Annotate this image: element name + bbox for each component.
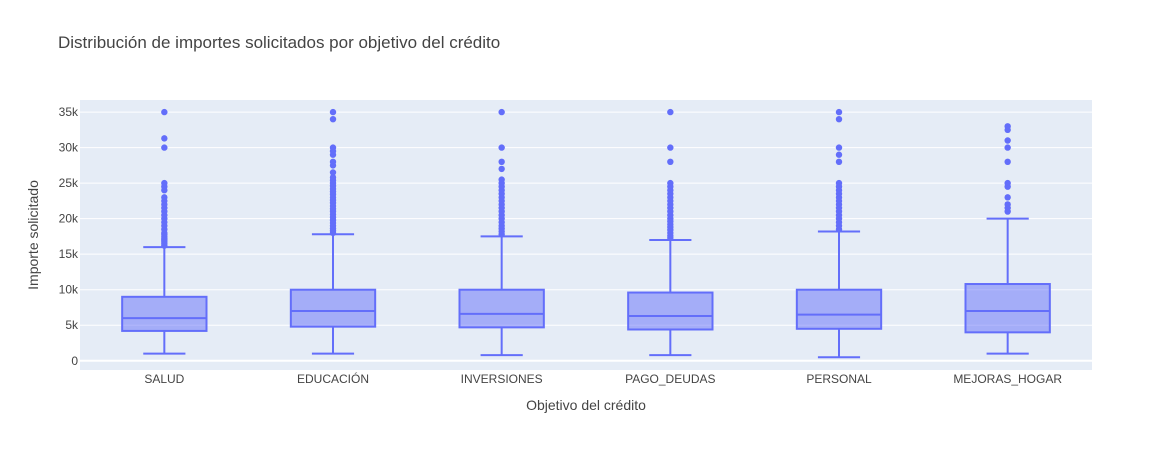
chart-title: Distribución de importes solicitados por… [58, 33, 501, 52]
iqr-box [458, 288, 545, 329]
x-tick-labels: SALUD EDUCACIÓN INVERSIONES PAGO_DEUDAS PERS… [144, 371, 1062, 386]
y-tick-label: 35k [59, 105, 79, 119]
outlier-point [1004, 179, 1011, 187]
outlier-point [498, 176, 505, 183]
outlier-point [835, 144, 843, 151]
y-tick-label: 10k [59, 283, 79, 297]
outlier-point [161, 194, 168, 201]
outlier-point [1004, 194, 1011, 201]
outlier-point [329, 108, 337, 116]
outlier-point [498, 165, 505, 173]
x-axis-label: Objetivo del crédito [526, 397, 646, 413]
outlier-point [667, 179, 674, 187]
box-inversiones [458, 108, 545, 357]
outlier-point [1004, 201, 1011, 208]
y-tick-label: 25k [59, 176, 79, 190]
iqr-box [627, 291, 714, 331]
x-tick-label: EDUCACIÓN [297, 371, 369, 386]
boxes [121, 108, 1051, 359]
outlier-point [1004, 144, 1011, 151]
outlier-point [161, 144, 168, 151]
plot-area [80, 100, 1092, 370]
box-pago_deudas [627, 108, 714, 357]
outlier-point [667, 158, 674, 166]
grid-lines [80, 111, 1092, 362]
x-tick-label: PERSONAL [806, 372, 872, 386]
outlier-point [329, 158, 337, 166]
outlier-point [161, 135, 168, 142]
outlier-point [1004, 158, 1011, 166]
x-tick-label: SALUD [144, 372, 184, 386]
outlier-point [161, 108, 168, 116]
box-educación [289, 108, 377, 355]
outlier-point [667, 144, 674, 151]
outlier-point [498, 158, 505, 166]
outlier-point [498, 108, 505, 116]
y-tick-label: 20k [59, 212, 79, 226]
outlier-point [667, 108, 674, 116]
outlier-point [1004, 137, 1011, 144]
y-tick-label: 0 [71, 354, 78, 368]
iqr-box [964, 283, 1051, 334]
y-tick-label: 5k [65, 318, 79, 332]
x-tick-label: MEJORAS_HOGAR [953, 372, 1062, 386]
x-tick-label: PAGO_DEUDAS [625, 372, 715, 386]
x-tick-label: INVERSIONES [461, 372, 543, 386]
outlier-point [835, 151, 843, 158]
outlier-point [835, 108, 843, 116]
iqr-box [795, 288, 883, 330]
outlier-point [835, 179, 843, 187]
outlier-point [835, 115, 843, 123]
iqr-box [121, 295, 208, 332]
outlier-point [329, 169, 337, 176]
outlier-point [1004, 123, 1011, 130]
outlier-point [329, 174, 337, 181]
outlier-point [835, 158, 843, 166]
outlier-point [329, 144, 337, 151]
outlier-point [329, 115, 337, 123]
iqr-box [289, 288, 377, 328]
y-tick-label: 30k [59, 141, 79, 155]
box-mejoras_hogar [964, 123, 1051, 355]
y-tick-label: 15k [59, 247, 79, 261]
box-personal [795, 108, 883, 359]
y-tick-labels: 0 5k 10k 15k 20k 25k 30k 35k [59, 105, 79, 368]
outlier-point [161, 179, 168, 187]
outlier-point [498, 144, 505, 151]
box-salud [121, 108, 208, 355]
y-axis-label: Importe solicitado [25, 180, 41, 290]
